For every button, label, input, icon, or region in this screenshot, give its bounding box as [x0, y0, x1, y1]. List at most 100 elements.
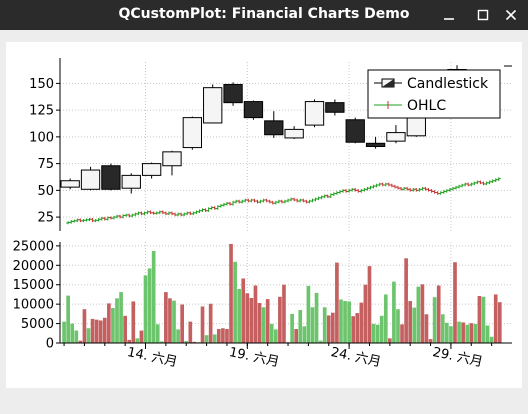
volume-bar	[135, 338, 140, 343]
volume-bar	[412, 307, 417, 343]
volume-bar	[184, 341, 189, 343]
volume-bar	[465, 324, 470, 343]
volume-bar	[481, 296, 486, 343]
volume-bar	[408, 301, 413, 343]
candle-body	[386, 132, 406, 142]
candle-body	[264, 120, 284, 136]
y-tick-label-bottom-1: 5000	[21, 317, 54, 332]
volume-bar	[70, 323, 75, 343]
candle-10	[264, 111, 284, 138]
volume-bar	[322, 307, 327, 343]
volume-bar	[306, 285, 311, 343]
volume-bar	[392, 281, 396, 343]
candle-1	[80, 166, 101, 191]
close-button[interactable]	[494, 0, 528, 30]
volume-bar	[473, 323, 478, 343]
volume-bar	[164, 292, 168, 343]
volume-bar	[143, 275, 148, 343]
candle-2	[101, 163, 121, 191]
candle-body	[182, 117, 203, 149]
volume-bar	[367, 266, 372, 343]
candle-body	[365, 142, 386, 147]
candle-body	[304, 101, 325, 126]
volume-bar	[86, 328, 91, 343]
x-tick-label-3: 29. 六月	[431, 345, 484, 370]
minimize-button[interactable]	[432, 0, 466, 30]
candle-14	[345, 117, 365, 144]
candle-body	[345, 119, 365, 143]
candle-body	[80, 169, 101, 190]
candle-body	[243, 101, 264, 119]
candle-8	[223, 82, 243, 106]
volume-bar	[176, 329, 180, 343]
volume-bar	[208, 303, 213, 343]
volume-bar	[216, 329, 221, 343]
maximize-button[interactable]	[466, 0, 500, 30]
volume-bar	[127, 339, 132, 343]
volume-bar	[257, 302, 262, 343]
candle-9	[243, 100, 264, 120]
legend: Candlestick OHLC	[367, 69, 501, 119]
candle-13	[325, 99, 345, 116]
volume-bar	[253, 285, 258, 343]
volume-bar	[477, 295, 482, 343]
minimize-icon	[444, 18, 454, 20]
volume-bar	[82, 309, 87, 343]
volume-bar	[428, 339, 433, 343]
volume-bar	[237, 289, 242, 343]
volume-bar	[396, 309, 400, 343]
volume-bar	[119, 292, 123, 343]
volume-bar	[347, 301, 351, 343]
volume-bar	[74, 330, 79, 343]
window-title: QCustomPlot: Financial Charts Demo	[118, 6, 410, 22]
volume-bar	[102, 317, 107, 343]
x-tick-label-2: 24. 六月	[329, 345, 382, 370]
volume-bar	[90, 318, 95, 343]
candle-0	[60, 178, 80, 190]
candle-12	[304, 99, 325, 128]
volume-bar	[375, 324, 380, 343]
candle-body	[203, 87, 223, 124]
y-tick-label-top-1: 50	[37, 184, 54, 199]
volume-bar	[318, 340, 323, 343]
volume-bar	[269, 323, 274, 343]
volume-bar	[66, 295, 70, 343]
volume-bar	[245, 293, 250, 343]
volume-bar	[404, 258, 408, 343]
volume-bar	[351, 316, 356, 343]
financial-chart[interactable]: 25 50 75 100 125 150 0 5000 10000 15000 20000 25000…	[6, 42, 522, 388]
candle-4	[141, 162, 162, 179]
candle-3	[121, 173, 141, 194]
volume-bar	[416, 286, 421, 343]
volume-bar	[298, 309, 303, 343]
volume-bar	[489, 336, 494, 343]
volume-bar	[241, 278, 246, 343]
volume-bar	[107, 303, 111, 343]
volume-bar	[343, 301, 347, 343]
volume-bar	[497, 302, 502, 343]
candle-7	[203, 84, 223, 124]
y-tick-label-bottom-3: 15000	[13, 278, 54, 293]
y-tick-label-bottom-0: 0	[46, 337, 54, 352]
candle-6	[182, 116, 203, 150]
volume-bar	[445, 322, 449, 343]
candle-body	[223, 83, 243, 104]
volume-bar	[139, 330, 144, 343]
plot-panel[interactable]: 25 50 75 100 125 150 0 5000 10000 15000 20000 25000…	[6, 42, 522, 388]
title-bar[interactable]: QCustomPlot: Financial Charts Demo	[0, 0, 528, 30]
candle-5	[162, 150, 182, 176]
volume-bar	[204, 335, 209, 343]
volume-bar	[273, 329, 278, 343]
volume-bar	[355, 313, 360, 343]
volume-bar	[294, 329, 299, 343]
volume-bar	[330, 312, 335, 343]
y-tick-label-top-2: 75	[37, 157, 54, 172]
volume-bar	[278, 296, 282, 343]
y-tick-label-bottom-5: 25000	[13, 239, 54, 254]
volume-bar	[229, 243, 233, 343]
candle-body	[284, 128, 304, 139]
close-icon	[505, 9, 517, 21]
volume-bar	[302, 326, 307, 343]
volume-bar	[98, 320, 103, 343]
candle-body	[406, 116, 426, 137]
